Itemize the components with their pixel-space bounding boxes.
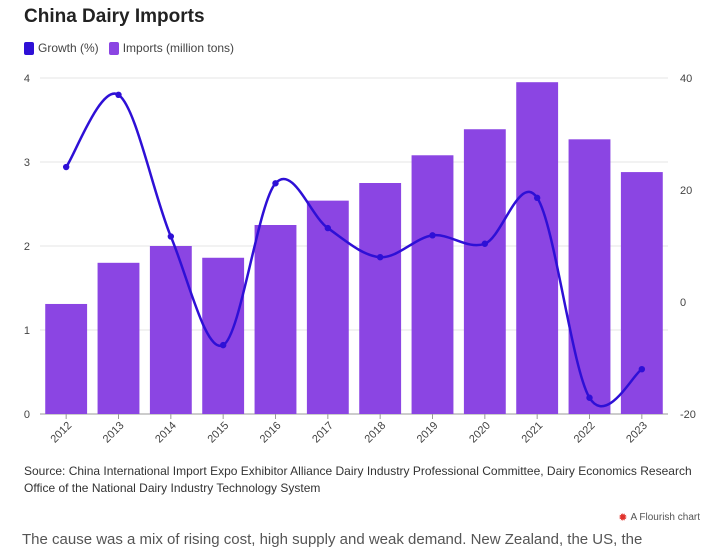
- growth-point: [481, 240, 489, 247]
- x-axis-tick-label: 2016: [258, 420, 284, 446]
- bar-imports: [306, 200, 349, 414]
- growth-point: [115, 91, 122, 99]
- growth-point: [272, 180, 279, 187]
- right-axis-tick-label: 20: [680, 185, 692, 197]
- left-axis-tick-label: 2: [24, 241, 30, 253]
- growth-point: [219, 341, 227, 349]
- x-axis-tick-label: 2018: [362, 420, 388, 446]
- article-text-partial: The cause was a mix of rising cost, high…: [22, 531, 643, 548]
- flourish-logo-icon: ✹: [618, 512, 628, 524]
- x-axis-tick-label: 2015: [205, 420, 231, 446]
- bar-imports: [45, 303, 88, 414]
- bar-imports: [149, 246, 192, 414]
- growth-swatch-icon: [24, 41, 34, 55]
- x-axis-tick-label: 2019: [415, 420, 441, 446]
- left-axis-ticks: 0 1 2 3 4: [24, 73, 30, 421]
- left-axis-tick-label: 4: [24, 73, 30, 85]
- x-axis-tick-label: 2013: [101, 420, 127, 446]
- flourish-credit-link[interactable]: ✹ A Flourish chart: [618, 511, 700, 524]
- gridlines: [40, 77, 668, 415]
- left-axis-tick-label: 3: [24, 157, 30, 169]
- right-axis-ticks: -20 0 20 40: [680, 73, 696, 421]
- growth-line-group: [62, 91, 646, 408]
- x-axis-tick-label: 2021: [519, 420, 545, 446]
- left-axis-tick-label: 0: [24, 409, 30, 421]
- growth-point: [376, 254, 384, 261]
- bar-imports: [254, 225, 297, 414]
- legend: Growth (%) Imports (million tons): [24, 41, 234, 55]
- bar-imports: [463, 129, 506, 415]
- growth-point: [167, 233, 175, 240]
- bar-imports: [568, 139, 611, 414]
- bar-imports: [411, 155, 454, 414]
- x-axis-tick-label: 2020: [467, 420, 493, 446]
- chart-title: China Dairy Imports: [24, 6, 205, 27]
- x-axis-tick-label: 2017: [310, 420, 336, 446]
- right-axis-tick-label: 0: [680, 297, 686, 309]
- x-axis-tick-label: 2012: [48, 420, 74, 446]
- x-axis-tick-label: 2023: [624, 420, 650, 446]
- growth-point: [586, 394, 593, 401]
- legend-item-imports[interactable]: Imports (million tons): [108, 41, 235, 55]
- legend-imports-label: Imports (million tons): [122, 41, 235, 55]
- right-axis-tick-label: -20: [680, 409, 696, 421]
- right-axis-tick-label: 40: [680, 73, 692, 85]
- x-axis-tick-label: 2014: [153, 420, 179, 446]
- bar-imports: [620, 172, 663, 414]
- growth-point: [638, 366, 646, 373]
- growth-point: [429, 232, 436, 239]
- bar-imports: [359, 183, 402, 414]
- legend-item-growth[interactable]: Growth (%): [24, 41, 99, 55]
- bar-imports: [516, 82, 559, 414]
- growth-point: [62, 163, 70, 171]
- legend-growth-label: Growth (%): [38, 41, 99, 55]
- bar-imports: [97, 262, 140, 414]
- source-note: Source: China International Import Expo …: [24, 464, 692, 495]
- x-axis-ticks: 2012 2013 2014 2015 2016 2017 2018 2019 2020 2021…: [48, 414, 650, 446]
- credit-label: A Flourish chart: [630, 512, 700, 523]
- imports-swatch-icon: [108, 41, 119, 55]
- growth-point: [533, 194, 541, 202]
- bars: [45, 82, 663, 415]
- left-axis-tick-label: 1: [24, 325, 30, 337]
- x-axis-tick-label: 2022: [572, 420, 598, 446]
- growth-point: [324, 224, 332, 232]
